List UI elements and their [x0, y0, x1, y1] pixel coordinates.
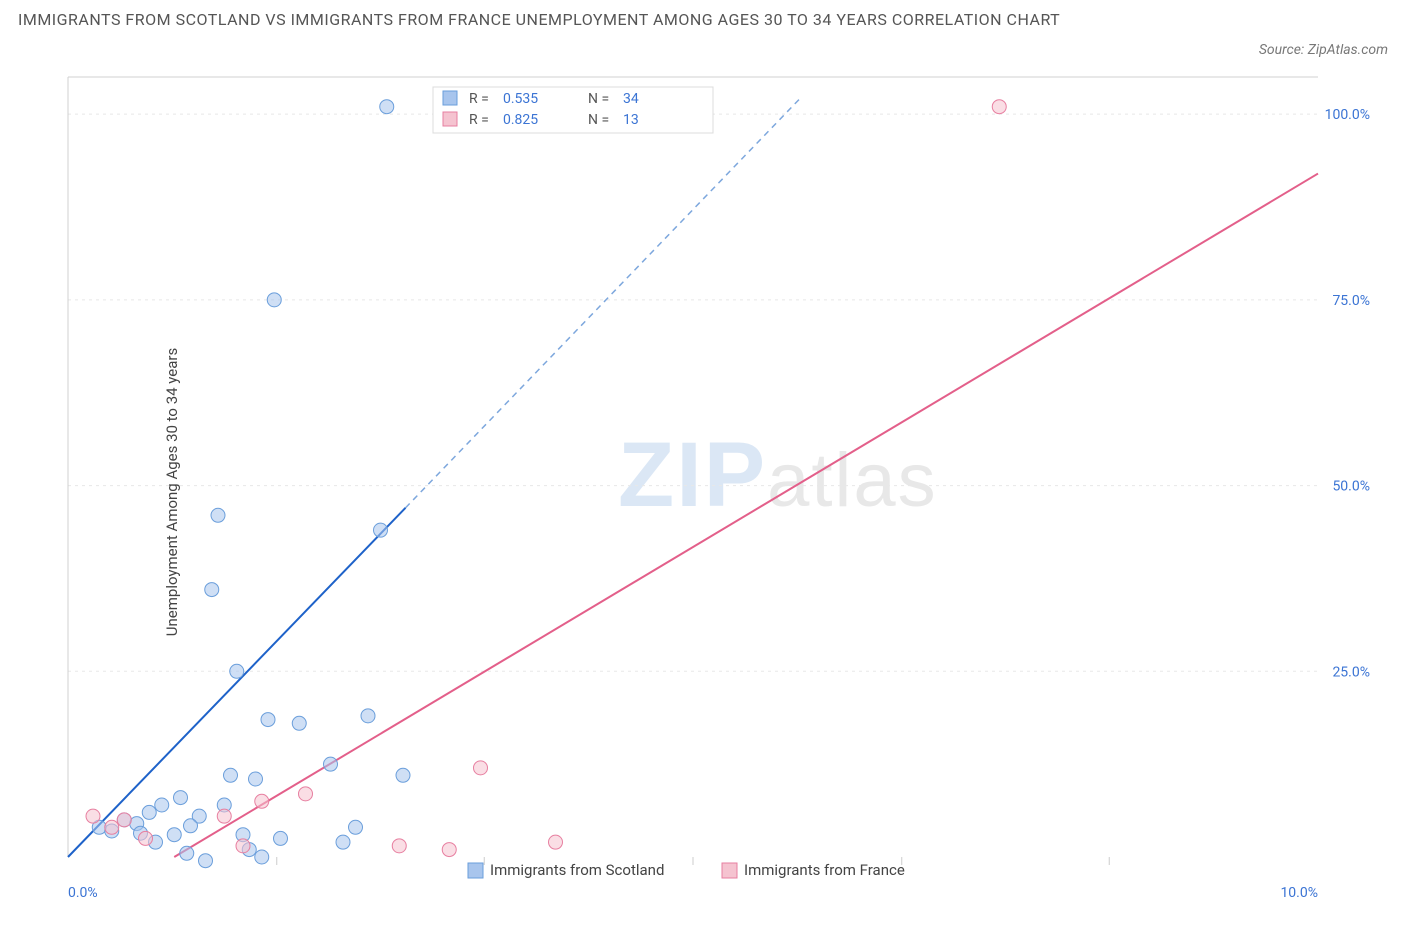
y-axis-label: Unemployment Among Ages 30 to 34 years — [163, 348, 181, 636]
chart-svg: ZIPatlas 25.0% 50.0% 75.0% 100.0% 0.0% 10.0% R … — [18, 72, 1388, 912]
svg-text:34: 34 — [623, 91, 639, 107]
svg-text:R =: R = — [469, 112, 489, 128]
svg-text:50.0%: 50.0% — [1332, 479, 1370, 495]
svg-text:Immigrants from France: Immigrants from France — [744, 861, 905, 879]
source-label: Source: ZipAtlas.com — [1259, 42, 1388, 58]
svg-text:0.535: 0.535 — [503, 91, 538, 107]
svg-text:13: 13 — [623, 112, 639, 128]
svg-text:75.0%: 75.0% — [1332, 293, 1370, 309]
chart-container: Unemployment Among Ages 30 to 34 years Z… — [18, 72, 1388, 912]
chart-title: IMMIGRANTS FROM SCOTLAND VS IMMIGRANTS F… — [18, 8, 1060, 32]
svg-text:R =: R = — [469, 91, 489, 107]
svg-text:25.0%: 25.0% — [1332, 664, 1370, 680]
svg-text:100.0%: 100.0% — [1325, 107, 1370, 123]
svg-text:ZIPatlas: ZIPatlas — [618, 424, 938, 526]
svg-text:0.0%: 0.0% — [68, 885, 98, 901]
svg-text:N =: N = — [588, 91, 609, 107]
svg-text:Immigrants from Scotland: Immigrants from Scotland — [490, 861, 664, 879]
svg-text:10.0%: 10.0% — [1280, 885, 1318, 901]
svg-text:0.825: 0.825 — [503, 112, 538, 128]
svg-text:N =: N = — [588, 112, 609, 128]
